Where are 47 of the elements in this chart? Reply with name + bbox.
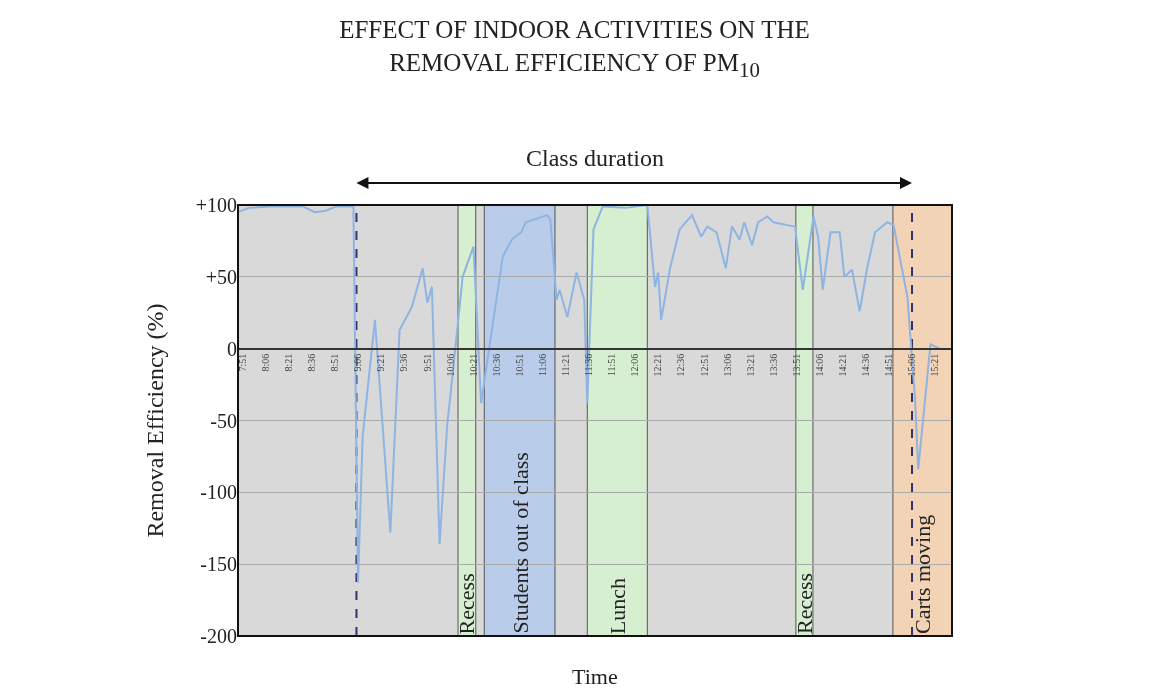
x-tick-label: 12:36 <box>675 353 687 377</box>
y-tick-label: +100 <box>195 194 237 216</box>
chart-title: EFFECT OF INDOOR ACTIVITIES ON THE REMOVAL EFFICIENCY OF PM$_{10}$ <box>338 15 811 84</box>
x-tick-label: 8:51 <box>329 353 341 372</box>
y-tick-label: -200 <box>200 625 237 647</box>
x-tick-label: 8:36 <box>306 353 318 372</box>
x-tick-label: 11:06 <box>536 353 548 377</box>
x-tick-label: 10:36 <box>490 353 502 377</box>
x-tick-label: 15:21 <box>929 353 941 377</box>
x-tick-label: 13:06 <box>721 353 733 377</box>
x-tick-label: 8:21 <box>283 353 295 372</box>
x-tick-label: 15:06 <box>906 353 918 377</box>
x-tick-label: 7:51 <box>236 353 248 372</box>
band-label: Recess <box>791 572 817 634</box>
x-tick-label: 10:21 <box>467 353 479 377</box>
x-tick-label: 10:51 <box>513 353 525 377</box>
x-tick-label: 11:51 <box>606 353 618 377</box>
y-axis-title: Removal Efficiency (%) <box>141 303 168 538</box>
text: Class duration <box>526 145 664 171</box>
x-tick-label: 14:21 <box>837 353 849 377</box>
x-tick-label: 14:06 <box>813 353 825 377</box>
band-label: Lunch <box>605 578 631 635</box>
x-tick-label: 9:21 <box>375 353 387 372</box>
band-label: Recess <box>454 573 480 635</box>
y-tick-label: +50 <box>205 265 237 288</box>
x-axis-title: Time <box>572 664 618 689</box>
x-tick-label: 13:21 <box>744 353 756 377</box>
x-tick-label: 9:06 <box>352 353 364 372</box>
x-tick-label: 12:06 <box>629 353 641 377</box>
x-tick-label: 13:36 <box>767 353 779 377</box>
x-tick-label: 12:51 <box>698 353 710 377</box>
y-tick-label: -150 <box>200 553 237 576</box>
x-tick-label: 14:51 <box>883 353 895 377</box>
x-tick-label: 13:51 <box>790 353 802 377</box>
y-tick-label: 0 <box>227 337 237 360</box>
x-tick-label: 12:21 <box>652 353 664 377</box>
x-tick-label: 8:06 <box>259 353 271 372</box>
band-label: Carts moving <box>909 514 935 634</box>
y-tick-label: -50 <box>210 409 237 432</box>
x-tick-label: 9:36 <box>398 353 410 372</box>
x-tick-label: 14:36 <box>860 353 872 377</box>
x-tick-label: 11:36 <box>583 353 595 377</box>
x-tick-label: 9:51 <box>421 353 433 372</box>
band-label: Students out of class <box>507 452 533 634</box>
x-tick-label: 10:06 <box>444 353 456 377</box>
x-tick-label: 11:21 <box>560 353 572 377</box>
y-tick-label: -100 <box>200 481 237 504</box>
